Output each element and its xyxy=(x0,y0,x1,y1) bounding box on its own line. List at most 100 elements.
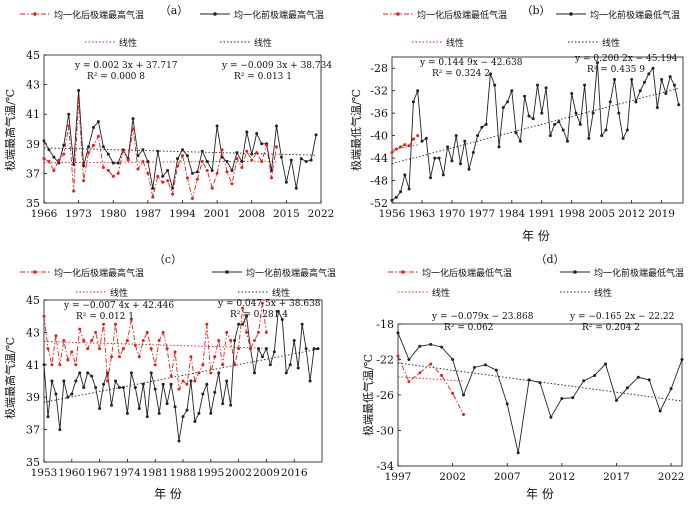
data-point xyxy=(101,145,105,149)
x-tick-label: 2012 xyxy=(618,208,645,220)
data-point xyxy=(668,75,672,79)
data-point xyxy=(440,373,444,377)
data-point xyxy=(420,139,424,143)
regression-equation: y = −0.079x − 23.868 xyxy=(431,312,534,322)
data-point xyxy=(260,355,264,359)
y-tick-label: -28 xyxy=(370,62,388,75)
data-point xyxy=(106,168,110,172)
data-point xyxy=(613,77,617,81)
data-point xyxy=(280,317,284,321)
data-point xyxy=(91,143,95,147)
r-squared-label: R² = 0.324 2 xyxy=(432,69,490,79)
data-point xyxy=(117,355,121,359)
data-point xyxy=(176,157,180,161)
data-point xyxy=(274,124,278,128)
data-point xyxy=(137,355,141,359)
data-point xyxy=(416,89,420,93)
y-tick-label: 39 xyxy=(26,138,40,151)
data-point xyxy=(396,354,400,358)
data-point xyxy=(304,347,308,351)
y-axis-label: 极端最高气温/℃ xyxy=(3,337,17,419)
x-tick-label: 1960 xyxy=(58,467,85,479)
data-point xyxy=(505,402,509,406)
y-tick-label: -44 xyxy=(370,152,388,165)
data-point xyxy=(299,157,303,161)
regression-equation: y = 0.144 9x − 42.638 xyxy=(419,58,523,68)
x-tick-label: 1970 xyxy=(439,208,466,220)
series-line xyxy=(397,332,683,453)
data-point xyxy=(403,143,407,147)
data-point xyxy=(230,168,234,172)
data-point xyxy=(70,350,74,354)
data-point xyxy=(74,363,78,367)
data-point xyxy=(270,176,274,180)
data-point xyxy=(151,195,155,199)
data-point xyxy=(200,160,204,164)
x-tick-label: 2008 xyxy=(238,208,265,220)
y-tick-label: 41 xyxy=(26,108,40,121)
data-point xyxy=(252,339,256,342)
data-point xyxy=(66,395,70,399)
data-point xyxy=(506,100,510,104)
data-point xyxy=(493,83,497,87)
data-point xyxy=(141,382,145,386)
data-point xyxy=(96,134,100,138)
data-point xyxy=(429,342,433,346)
data-point xyxy=(72,189,76,193)
data-point xyxy=(62,339,66,342)
y-tick-label: -30 xyxy=(376,425,394,438)
data-point xyxy=(189,379,193,383)
y-tick-label: -34 xyxy=(376,460,394,473)
data-point xyxy=(129,317,133,321)
data-point xyxy=(181,379,185,383)
data-point xyxy=(229,403,233,407)
y-tick-label: -36 xyxy=(370,107,388,120)
data-point xyxy=(181,415,185,419)
data-point xyxy=(527,378,531,382)
x-tick-label: 2005 xyxy=(588,208,615,220)
data-point xyxy=(189,355,193,359)
data-point xyxy=(501,106,505,110)
data-point xyxy=(121,149,125,153)
data-point xyxy=(418,344,422,348)
data-point xyxy=(518,139,522,143)
data-point xyxy=(67,112,71,116)
data-point xyxy=(193,420,197,423)
data-point xyxy=(647,72,651,76)
data-point xyxy=(250,152,254,156)
data-point xyxy=(561,128,565,132)
data-point xyxy=(149,347,153,351)
data-point xyxy=(549,415,553,419)
data-point xyxy=(195,177,199,181)
data-point xyxy=(217,371,221,375)
y-tick-label: 37 xyxy=(26,424,40,437)
data-point xyxy=(260,142,264,146)
data-point xyxy=(255,151,259,155)
x-axis-label: 年 份 xyxy=(526,487,554,501)
data-point xyxy=(156,149,160,153)
data-point xyxy=(136,154,140,158)
panel-label: （c） xyxy=(154,253,182,266)
data-point xyxy=(77,89,81,93)
legend-label: 均一化前极端最低气温 xyxy=(590,9,680,21)
data-point xyxy=(235,157,239,161)
data-point xyxy=(240,165,244,169)
data-point xyxy=(116,171,120,175)
data-point xyxy=(86,371,90,375)
series-line xyxy=(43,309,318,441)
data-point xyxy=(553,122,557,126)
data-point xyxy=(54,334,58,338)
data-point xyxy=(213,355,217,359)
data-point xyxy=(621,136,625,140)
data-point xyxy=(437,156,441,160)
data-point xyxy=(497,145,501,149)
x-tick-label: 1963 xyxy=(409,208,436,220)
data-point xyxy=(78,327,82,331)
x-tick-label: 1956 xyxy=(379,208,406,220)
legend-label: 线性 xyxy=(594,287,612,299)
legend-label: 线性 xyxy=(119,37,137,49)
data-point xyxy=(181,154,184,158)
data-point xyxy=(42,363,46,367)
x-tick-label: 2017 xyxy=(603,471,630,483)
